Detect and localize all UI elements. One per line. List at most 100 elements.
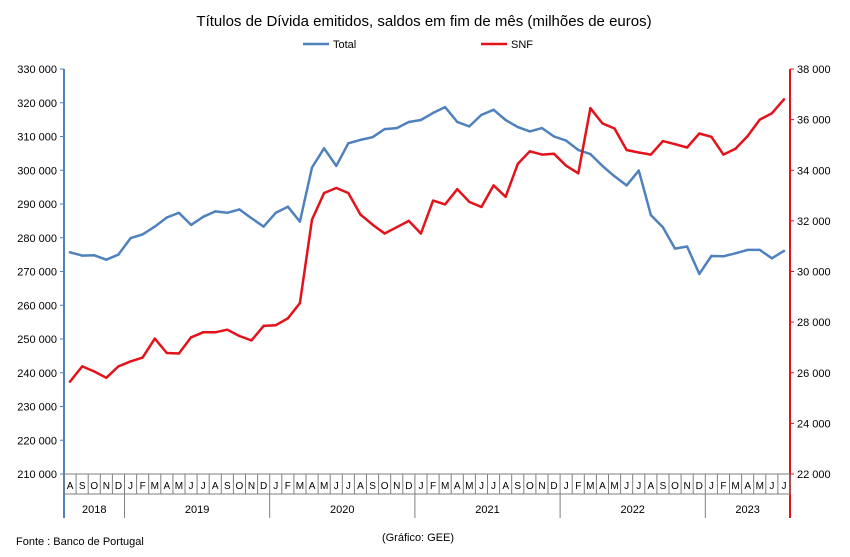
data-point-total xyxy=(153,225,156,228)
month-label: A xyxy=(599,481,606,492)
left-tick-label: 290 000 xyxy=(17,199,57,211)
data-point-snf xyxy=(601,122,604,125)
data-point-snf xyxy=(516,162,519,166)
data-point-snf xyxy=(407,219,411,223)
data-point-total xyxy=(371,135,374,139)
data-point-snf xyxy=(492,184,495,187)
data-point-total xyxy=(528,130,532,133)
month-label: A xyxy=(502,481,509,492)
right-tick-label: 34 000 xyxy=(797,165,831,177)
month-label: O xyxy=(526,481,534,492)
source-note: Fonte : Banco de Portugal xyxy=(16,536,144,548)
data-point-snf xyxy=(589,107,592,110)
month-label: S xyxy=(660,481,667,492)
data-point-snf xyxy=(165,351,169,355)
data-point-snf xyxy=(117,365,120,368)
data-point-total xyxy=(68,251,72,254)
data-point-total xyxy=(710,254,713,258)
data-point-total xyxy=(552,135,556,138)
left-tick-label: 250 000 xyxy=(17,334,57,346)
data-point-total xyxy=(456,120,459,124)
data-point-snf xyxy=(564,164,568,167)
data-point-snf xyxy=(298,301,302,305)
month-label: F xyxy=(430,481,436,492)
data-point-snf xyxy=(782,98,786,101)
data-point-snf xyxy=(214,331,217,334)
year-label: 2022 xyxy=(620,504,644,516)
data-point-total xyxy=(625,184,628,187)
month-label: J xyxy=(709,481,714,492)
data-point-snf xyxy=(673,142,677,146)
data-point-snf xyxy=(68,380,72,383)
data-point-total xyxy=(770,257,774,260)
data-point-snf xyxy=(383,232,386,235)
data-point-total xyxy=(298,220,302,223)
month-label: S xyxy=(224,481,231,492)
data-point-snf xyxy=(359,213,362,216)
month-label: J xyxy=(636,481,641,492)
month-label: J xyxy=(334,481,339,492)
month-label: J xyxy=(128,481,133,492)
month-label: D xyxy=(115,481,122,492)
data-point-total xyxy=(274,211,277,214)
data-point-snf xyxy=(141,356,144,359)
month-label: S xyxy=(79,481,86,492)
data-point-total xyxy=(601,164,604,168)
data-point-snf xyxy=(734,147,737,150)
month-label: J xyxy=(564,481,569,492)
series-line-snf xyxy=(68,98,786,383)
data-point-total xyxy=(347,142,350,145)
data-point-snf xyxy=(419,232,423,235)
data-point-total xyxy=(698,272,701,276)
data-point-total xyxy=(80,254,84,257)
data-point-snf xyxy=(395,226,398,229)
data-point-total xyxy=(758,248,761,252)
data-point-total xyxy=(129,236,132,240)
month-label: O xyxy=(90,481,98,492)
data-point-total xyxy=(322,147,326,150)
month-label: J xyxy=(624,481,629,492)
month-label: F xyxy=(140,481,146,492)
data-point-snf xyxy=(746,134,749,138)
month-label: M xyxy=(296,481,304,492)
data-point-snf xyxy=(443,203,447,206)
data-point-total xyxy=(189,223,193,227)
data-point-snf xyxy=(528,150,532,153)
data-point-total xyxy=(734,252,737,255)
data-point-total xyxy=(492,108,495,112)
data-point-snf xyxy=(238,334,241,338)
data-point-total xyxy=(685,245,689,248)
left-tick-label: 320 000 xyxy=(17,98,57,110)
month-label: M xyxy=(586,481,594,492)
data-point-total xyxy=(468,125,471,128)
data-point-snf xyxy=(431,199,435,202)
data-point-total xyxy=(564,139,568,142)
data-point-total xyxy=(649,213,653,217)
data-point-total xyxy=(310,166,314,169)
data-point-total xyxy=(419,118,423,122)
data-point-total xyxy=(250,216,253,220)
month-label: N xyxy=(684,481,691,492)
data-point-snf xyxy=(262,324,265,328)
data-point-total xyxy=(443,105,447,109)
month-label: N xyxy=(538,481,545,492)
right-tick-label: 22 000 xyxy=(797,469,831,481)
year-label: 2020 xyxy=(330,504,354,516)
month-label: A xyxy=(454,481,461,492)
year-label: 2021 xyxy=(475,504,499,516)
series xyxy=(68,98,786,383)
data-point-snf xyxy=(371,223,374,226)
left-tick-label: 300 000 xyxy=(17,165,57,177)
data-point-total xyxy=(141,233,144,236)
legend-label-total: Total xyxy=(333,39,356,51)
data-point-total xyxy=(661,226,665,229)
data-point-snf xyxy=(661,139,665,143)
data-point-snf xyxy=(93,370,96,373)
data-point-snf xyxy=(625,148,628,152)
month-label: D xyxy=(696,481,703,492)
month-label: J xyxy=(491,481,496,492)
data-point-snf xyxy=(129,360,132,363)
data-point-total xyxy=(589,152,592,156)
data-point-snf xyxy=(722,153,725,156)
